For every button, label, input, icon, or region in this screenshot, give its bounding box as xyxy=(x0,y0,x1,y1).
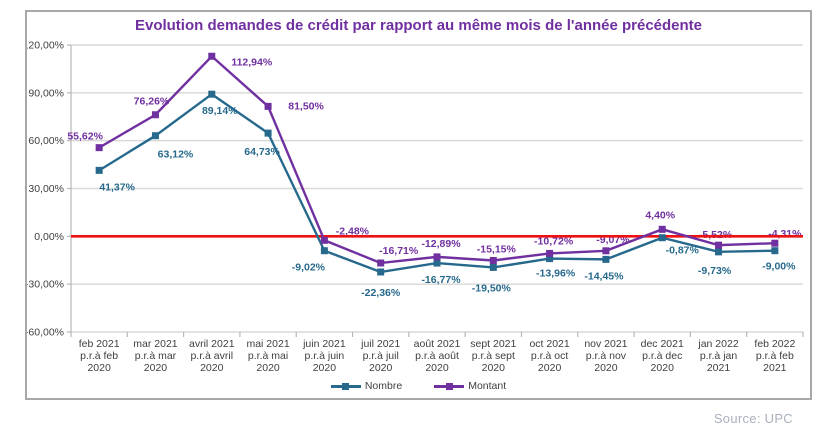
svg-text:63,12%: 63,12% xyxy=(158,149,194,161)
svg-text:-9,00%: -9,00% xyxy=(762,261,796,273)
svg-text:41,37%: 41,37% xyxy=(99,181,135,193)
svg-text:64,73%: 64,73% xyxy=(244,146,280,158)
legend-label-nombre: Nombre xyxy=(364,380,403,392)
svg-text:90,00%: 90,00% xyxy=(28,87,64,99)
svg-text:-12,89%: -12,89% xyxy=(421,238,461,250)
svg-text:-16,71%: -16,71% xyxy=(379,245,419,257)
series-montant xyxy=(95,52,779,267)
source-label: Source: UPC xyxy=(713,411,793,426)
svg-text:-13,96%: -13,96% xyxy=(536,268,576,280)
svg-text:-9,73%: -9,73% xyxy=(698,265,732,277)
svg-text:-19,50%: -19,50% xyxy=(472,282,512,294)
svg-text:-9,02%: -9,02% xyxy=(292,262,326,274)
chart-title: Evolution demandes de crédit par rapport… xyxy=(134,17,703,34)
svg-text:81,50%: 81,50% xyxy=(288,100,324,112)
axes xyxy=(67,44,804,337)
series-labels-montant: 55,62%76,26%112,94%81,50%-2,48%-16,71%-1… xyxy=(67,56,802,257)
svg-text:30,00%: 30,00% xyxy=(28,183,64,195)
svg-text:-15,15%: -15,15% xyxy=(477,243,517,255)
chart-frame: Evolution demandes de crédit par rapport… xyxy=(25,10,812,400)
svg-text:-0,87%: -0,87% xyxy=(666,245,700,257)
svg-text:112,94%: 112,94% xyxy=(231,56,273,68)
svg-text:-2,48%: -2,48% xyxy=(336,225,370,237)
legend-item-montant: Montant xyxy=(434,380,506,392)
line-chart-plot: 120,00% 90,00% 60,00% 30,00% 0,00% -30,00% -60… xyxy=(27,40,804,374)
svg-text:0,00%: 0,00% xyxy=(34,231,64,243)
legend-label-montant: Montant xyxy=(468,380,507,392)
legend-item-nombre: Nombre xyxy=(330,380,403,392)
svg-text:-60,00%: -60,00% xyxy=(27,327,64,339)
montant-series-marker-icon xyxy=(434,382,465,391)
svg-text:-16,77%: -16,77% xyxy=(421,274,461,286)
y-axis-labels: 120,00% 90,00% 60,00% 30,00% 0,00% -30,00% -60… xyxy=(27,40,64,339)
chart-legend: Nombre Montant xyxy=(27,380,810,392)
x-axis-labels: feb 2021 p.r.à feb 2020 mar 2021 p.r.à mar 20… xyxy=(79,338,796,374)
svg-text:55,62%: 55,62% xyxy=(67,131,103,143)
svg-text:-22,36%: -22,36% xyxy=(361,287,401,299)
svg-text:-14,45%: -14,45% xyxy=(584,270,624,282)
svg-text:-30,00%: -30,00% xyxy=(27,279,64,291)
svg-text:89,14%: 89,14% xyxy=(202,105,238,117)
svg-text:60,00%: 60,00% xyxy=(28,135,64,147)
svg-text:-10,72%: -10,72% xyxy=(534,235,574,247)
series-labels-nombre: 41,37% 63,12% 89,14% 64,73% -9,02% -22,36% -16… xyxy=(99,105,796,299)
svg-text:4,40%: 4,40% xyxy=(645,209,675,221)
nombre-series-marker-icon xyxy=(330,382,361,391)
svg-text:120,00%: 120,00% xyxy=(27,40,64,52)
series-nombre xyxy=(95,90,779,276)
svg-text:-4,31%: -4,31% xyxy=(768,228,802,240)
svg-text:76,26%: 76,26% xyxy=(134,96,170,108)
